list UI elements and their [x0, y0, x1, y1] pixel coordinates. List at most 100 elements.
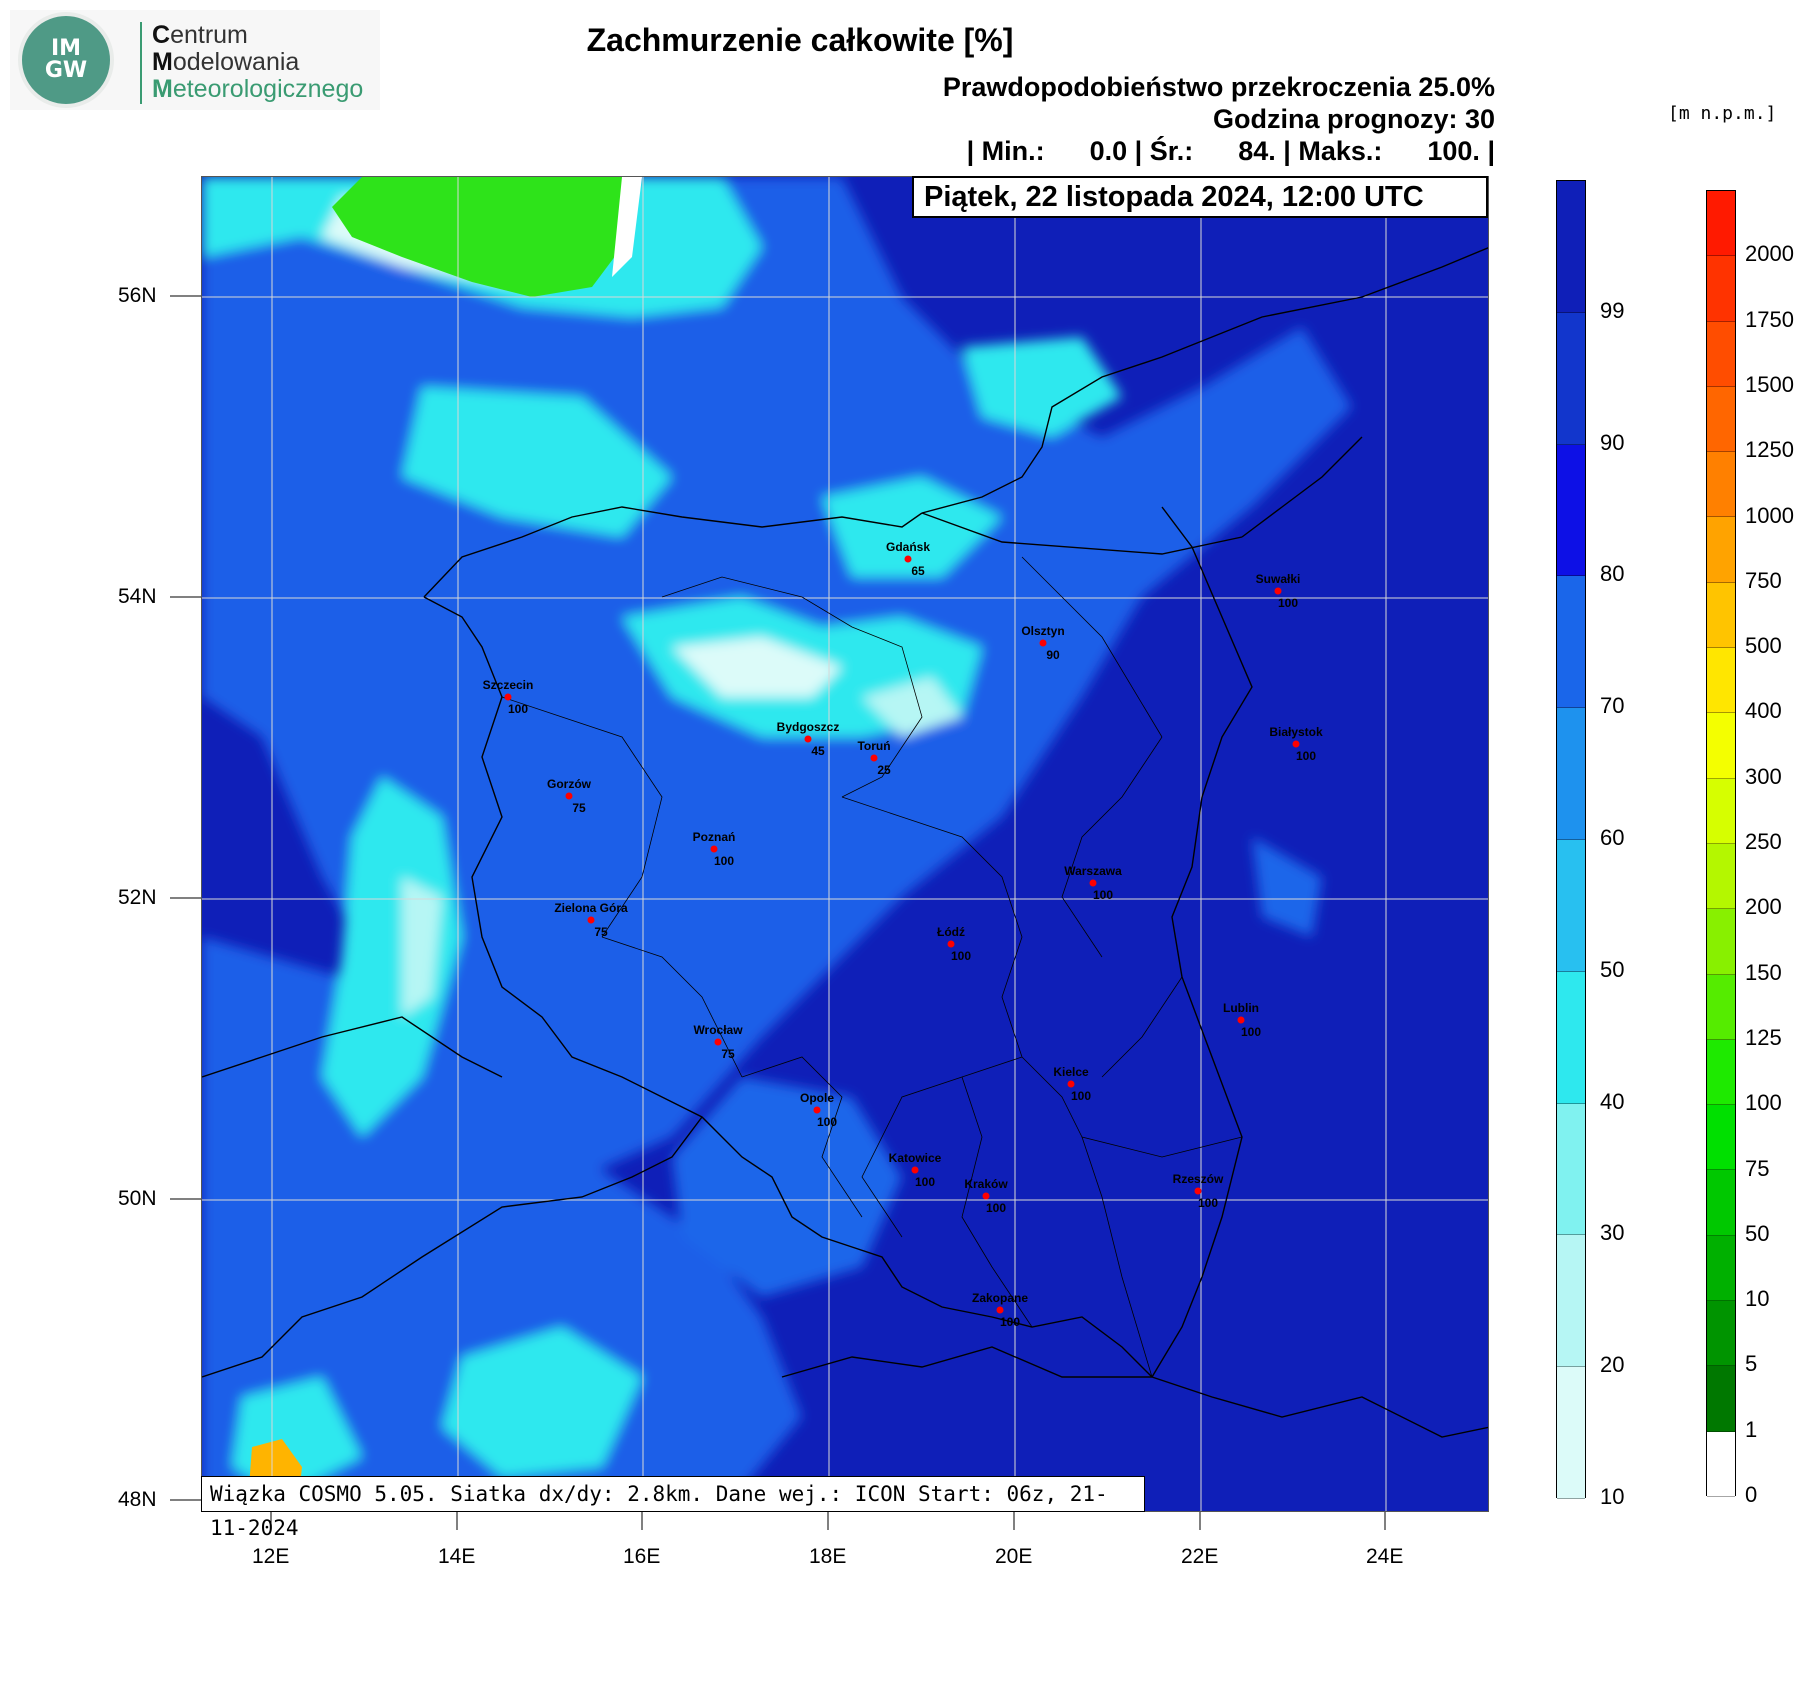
logo-line-3-cap: M: [152, 75, 173, 103]
cloud-area-light-gdansk: [822, 477, 1002, 577]
city-marker-group: Rzeszów 100: [1173, 1172, 1224, 1210]
height-colorbar-label: 5: [1745, 1351, 1758, 1377]
height-colorbar-label: 1500: [1745, 371, 1794, 397]
height-colorbar-label: 75: [1745, 1155, 1770, 1181]
city-name-label: Gdańsk: [886, 540, 930, 554]
city-dot: [1292, 740, 1300, 748]
city-value-label: 100: [915, 1175, 935, 1189]
city-dot: [504, 693, 512, 701]
terrain-height-colorbar: [1706, 190, 1736, 1497]
height-colorbar-segment: [1707, 1431, 1735, 1497]
city-marker-group: Łódź 100: [937, 925, 971, 963]
height-colorbar-segment: [1707, 1366, 1735, 1432]
cloud-colorbar-segment: [1557, 1367, 1585, 1499]
height-colorbar-label: 1750: [1745, 306, 1794, 332]
city-value-label: 45: [811, 744, 825, 758]
cloud-colorbar-label: 20: [1600, 1352, 1625, 1378]
city-name-label: Toruń: [857, 739, 890, 753]
city-name-label: Rzeszów: [1173, 1172, 1224, 1186]
height-colorbar-segment: [1707, 386, 1735, 453]
logo-line-1-rest: entrum: [170, 21, 248, 49]
cloud-area-light-west: [322, 777, 462, 1137]
logo-line-2-rest: odelowania: [172, 48, 300, 76]
city-value-label: 100: [1241, 1025, 1261, 1039]
cloud-colorbar-segment: [1557, 312, 1585, 445]
logo-line-3: Meteorologicznego: [152, 76, 363, 103]
coastline-poland: [423, 506, 923, 598]
region-border-dolnoslaskie: [601, 936, 743, 1078]
city-marker-group: Wrocław 75: [693, 1023, 743, 1061]
city-name-label: Kraków: [964, 1177, 1008, 1191]
stats-text: | Min.: 0.0 | Śr.: 84. | Maks.: 100. |: [966, 136, 1495, 166]
city-dot: [996, 1306, 1004, 1314]
height-colorbar-segment: [1707, 1235, 1735, 1302]
height-colorbar-label: 750: [1745, 567, 1782, 593]
lon-label-14e: 14E: [438, 1545, 476, 1568]
region-border-malopolskie: [961, 1076, 1033, 1328]
cloud-colorbar-label: 50: [1600, 956, 1625, 982]
height-colorbar-label: 2000: [1745, 241, 1794, 267]
city-dot: [710, 845, 718, 853]
forecast-hour-text: Godzina prognozy: 30: [1212, 104, 1495, 134]
cloud-colorbar-label: 30: [1600, 1220, 1625, 1246]
city-name-label: Gorzów: [547, 777, 592, 791]
city-dot: [714, 1038, 722, 1046]
lon-label-20e: 20E: [995, 1545, 1033, 1568]
border-ukraine-south: [1151, 1376, 1488, 1438]
height-units-label: [m n.p.m.]: [1668, 103, 1777, 124]
lon-label-22e: 22E: [1181, 1545, 1219, 1568]
height-colorbar-segment: [1707, 1039, 1735, 1106]
height-colorbar-label: 100: [1745, 1090, 1782, 1116]
map-title: Zachmurzenie całkowite [%]: [586, 22, 1014, 58]
lat-label-50n: 50N: [118, 1187, 157, 1210]
region-border-opolskie: [741, 1056, 863, 1218]
city-marker-group: Bydgoszcz 45: [777, 720, 840, 758]
cloud-cover-colorbar: [1556, 180, 1586, 1499]
city-name-label: Zakopane: [972, 1291, 1028, 1305]
border-kaliningrad: [921, 512, 1243, 555]
border-germany-czech: [202, 1016, 503, 1078]
city-name-label: Białystok: [1269, 725, 1323, 739]
city-name-label: Wrocław: [693, 1023, 743, 1037]
height-colorbar-label: 300: [1745, 763, 1782, 789]
height-colorbar-segment: [1707, 582, 1735, 649]
cloud-area-east: [1252, 837, 1322, 937]
city-value-label: 100: [714, 854, 734, 868]
border-czech-south: [202, 1116, 703, 1378]
height-colorbar-segment: [1707, 648, 1735, 714]
city-name-label: Suwałki: [1256, 572, 1301, 586]
city-dot: [1194, 1187, 1202, 1195]
cloud-colorbar-segment: [1557, 444, 1585, 577]
city-marker-group: Zielona Góra 75: [554, 901, 628, 939]
height-colorbar-segment: [1707, 1170, 1735, 1236]
city-name-label: Łódź: [937, 925, 965, 939]
lon-label-12e: 12E: [252, 1545, 290, 1568]
city-dot: [911, 1166, 919, 1174]
terrain-clear-strip: [612, 177, 642, 277]
region-border-lubelskie: [1101, 976, 1183, 1078]
probability-text: Prawdopodobieństwo przekroczenia 25.0%: [942, 72, 1495, 102]
border-lithuania-belarus: [1241, 436, 1363, 538]
logo-line-3-rest: eteorologicznego: [172, 75, 364, 103]
city-marker-group: Białystok 100: [1269, 725, 1323, 763]
city-marker-group: Kielce 100: [1053, 1065, 1091, 1103]
terrain-height-patch-north: [332, 177, 632, 297]
border-poland-east: [1151, 506, 1253, 1378]
cloud-colorbar-segment: [1557, 839, 1585, 972]
logo-line-1-cap: C: [152, 21, 171, 49]
cloud-colorbar-label: 10: [1600, 1484, 1625, 1509]
cloud-colorbar-label: 90: [1600, 429, 1625, 455]
cloud-colorbar-segment: [1557, 1235, 1585, 1368]
city-marker-group: Katowice 100: [889, 1151, 942, 1189]
model-info-footer: Wiązka COSMO 5.05. Siatka dx/dy: 2.8km. …: [201, 1476, 1145, 1540]
graticule: [202, 177, 1488, 1511]
region-border-podkarpackie: [1081, 1136, 1153, 1378]
city-value-label: 100: [1071, 1089, 1091, 1103]
lat-label-48n: 48N: [118, 1488, 157, 1511]
city-marker-group: Opole 100: [800, 1091, 837, 1129]
city-value-label: 100: [1093, 888, 1113, 902]
region-border-slaskie: [861, 1056, 1023, 1238]
height-colorbar-segment: [1707, 191, 1735, 257]
city-name-label: Olsztyn: [1021, 624, 1064, 638]
city-value-label: 75: [572, 801, 586, 815]
